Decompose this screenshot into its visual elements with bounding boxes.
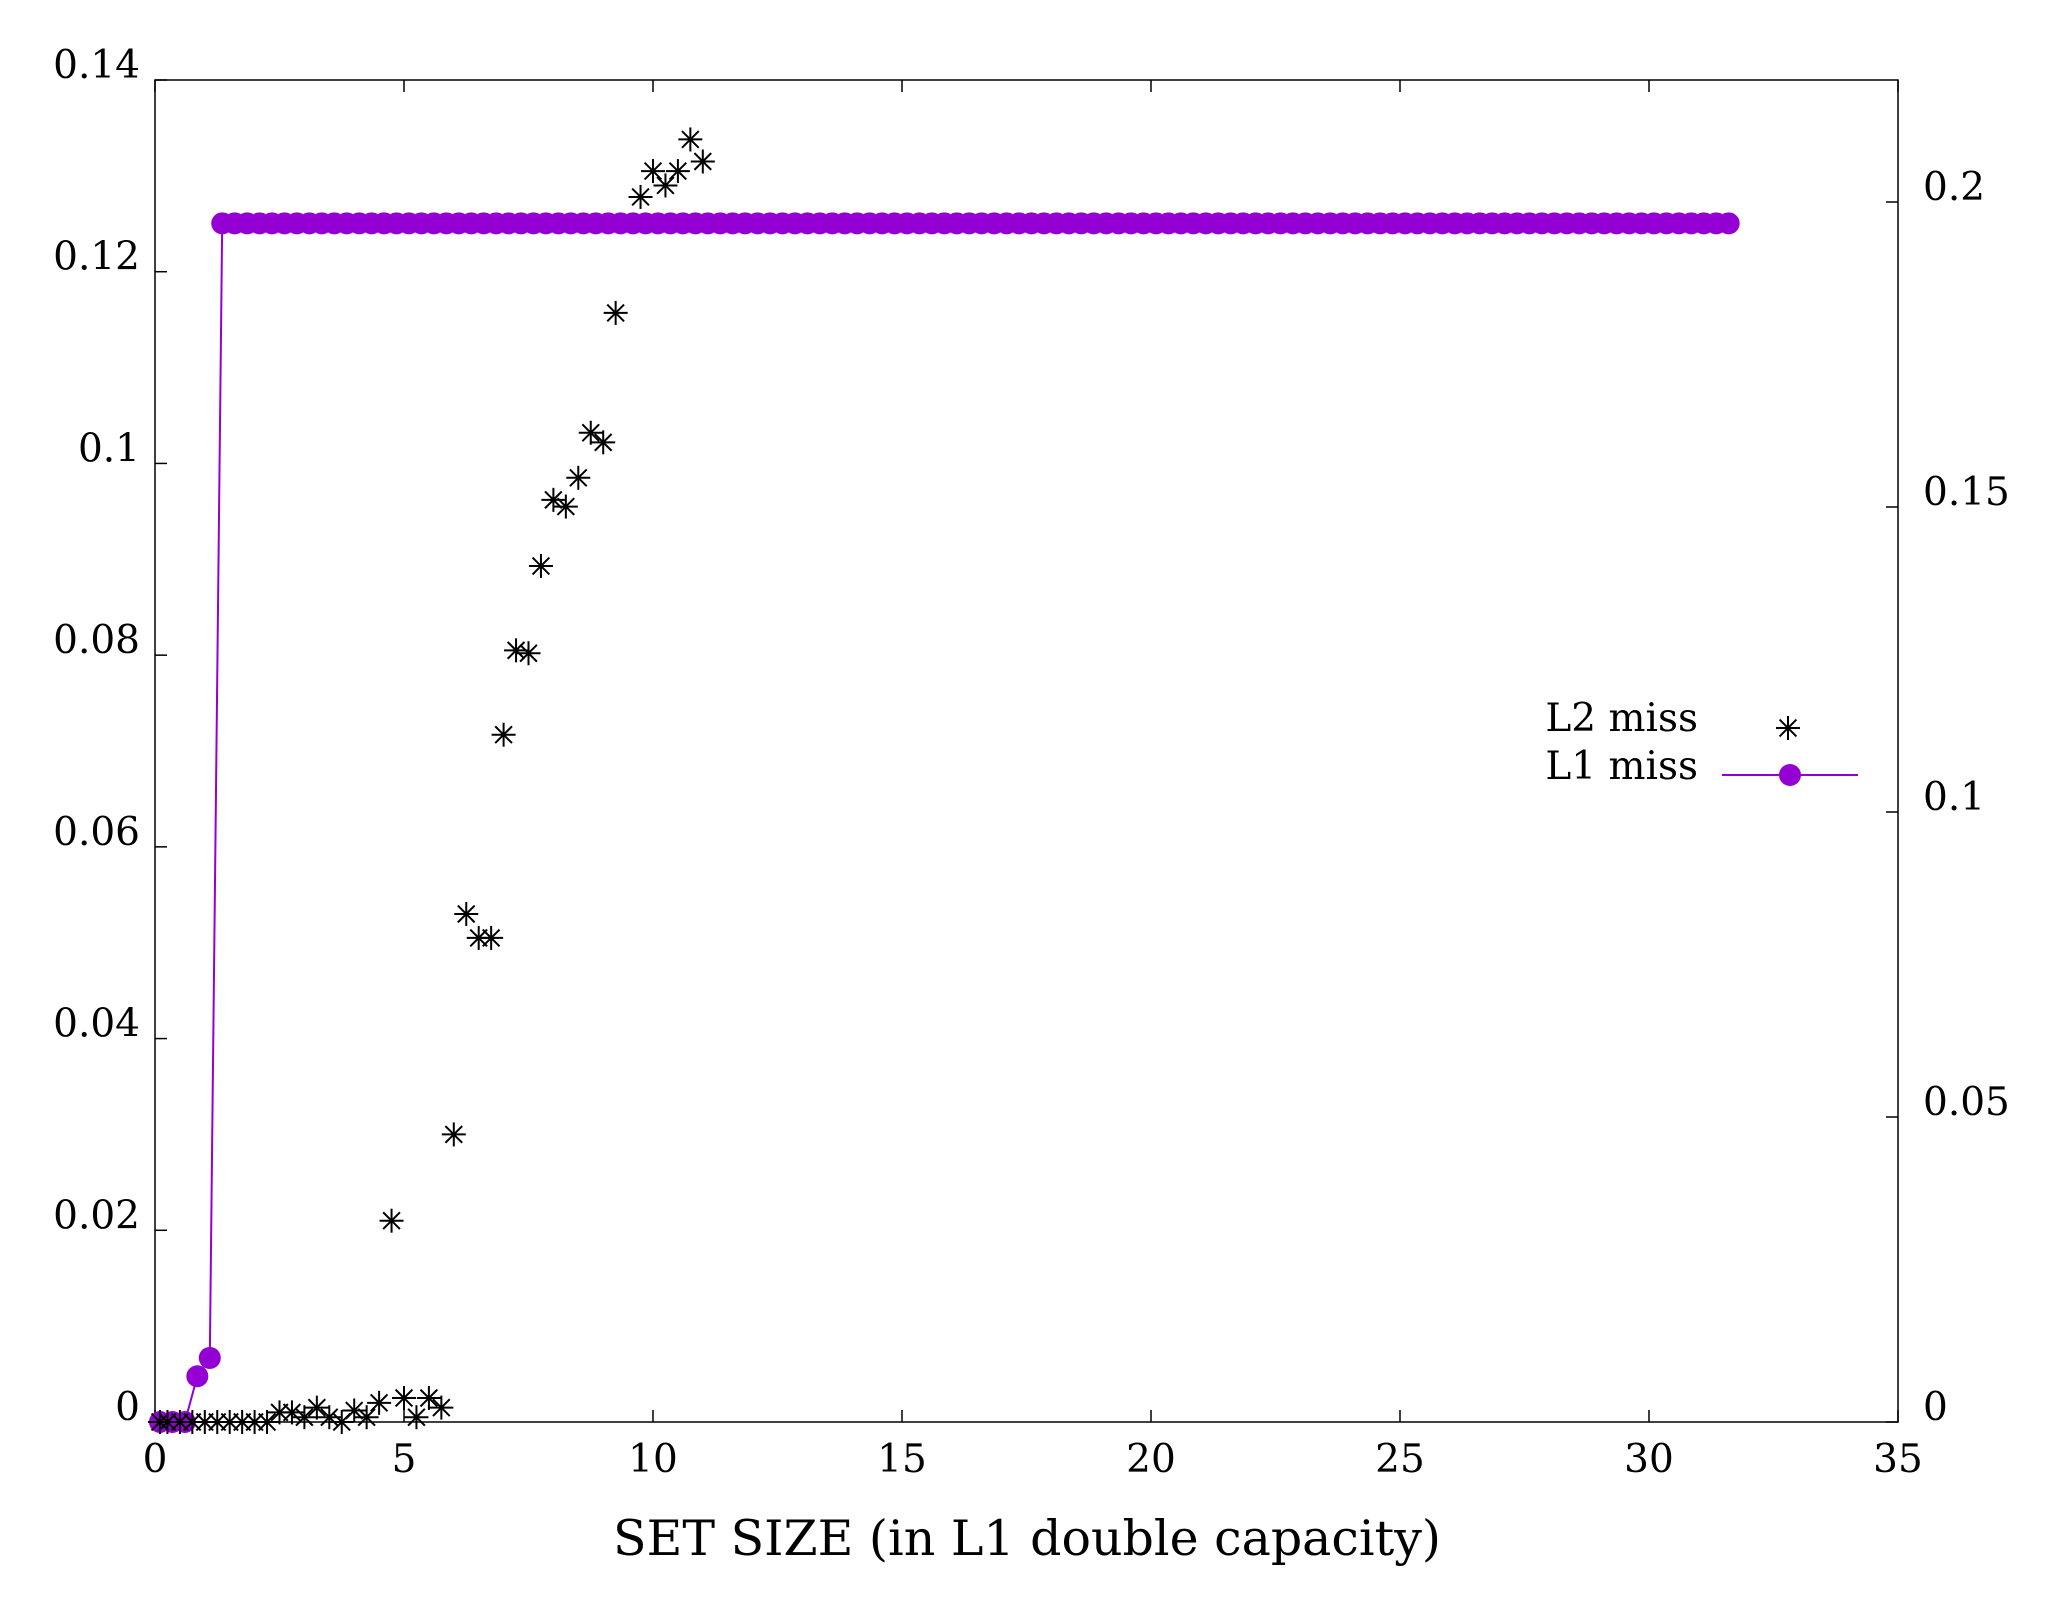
legend-marker-l2-miss — [1776, 716, 1800, 740]
y2-tick-label: 0 — [1923, 1385, 1948, 1430]
legend-label-l2-miss: L2 miss — [1545, 696, 1698, 741]
l2-miss-point — [354, 1405, 379, 1430]
x-axis-ticks: 0 5 10 15 20 25 30 35 — [143, 80, 1923, 1482]
l1-miss-line — [160, 222, 1729, 1423]
y2-tick-label: 0.15 — [1923, 470, 2010, 515]
l2-miss-point — [516, 641, 541, 666]
l2-miss-point — [578, 420, 603, 445]
l2-miss-point — [441, 1122, 466, 1147]
l1-miss-point — [1717, 212, 1740, 235]
y-tick-label: 0 — [115, 1385, 140, 1430]
l2-miss-point — [591, 430, 616, 455]
y-axis-ticks: 0 0.02 0.04 0.06 0.08 0.1 0.12 0.14 — [53, 43, 167, 1430]
y-tick-label: 0.02 — [53, 1193, 140, 1238]
l2-miss-point — [628, 184, 653, 209]
legend: L2 miss L1 miss — [1545, 696, 1858, 789]
y2-tick-label: 0.05 — [1923, 1080, 2010, 1125]
legend-l1-circle — [1779, 764, 1801, 786]
x-tick-label: 10 — [628, 1437, 678, 1482]
x-tick-label: 15 — [877, 1437, 927, 1482]
l2-miss-point — [342, 1398, 367, 1423]
legend-l2-asterisk — [1776, 716, 1800, 740]
l2-miss-point — [255, 1410, 280, 1434]
l2-miss-point — [541, 487, 566, 512]
y-tick-label: 0.04 — [53, 1002, 140, 1047]
l2-miss-point — [292, 1405, 317, 1430]
plot-border — [154, 79, 1899, 1423]
x-tick-label: 35 — [1873, 1437, 1923, 1482]
legend-marker-l1-miss — [1722, 764, 1858, 786]
y-tick-label: 0.08 — [53, 618, 140, 663]
l2-miss-point — [528, 553, 553, 578]
y-tick-label: 0.14 — [53, 43, 140, 88]
l2-miss-point — [367, 1390, 392, 1415]
series-l2-miss — [147, 127, 715, 1434]
l2-miss-point — [690, 149, 715, 174]
y2-tick-label: 0.2 — [1923, 165, 1985, 210]
l2-miss-point — [665, 159, 690, 184]
l2-miss-point — [429, 1395, 454, 1420]
x-tick-label: 5 — [392, 1437, 417, 1482]
l2-miss-point — [641, 159, 665, 184]
x-tick-label: 0 — [143, 1437, 168, 1482]
y2-tick-label: 0.1 — [1923, 775, 1985, 820]
l2-miss-point — [678, 127, 703, 152]
x-tick-label: 25 — [1375, 1437, 1425, 1482]
l2-miss-point — [454, 901, 479, 926]
legend-label-l1-miss: L1 miss — [1545, 744, 1698, 789]
l1-miss-point — [186, 1365, 209, 1388]
l2-miss-point — [553, 494, 578, 519]
l2-miss-point — [504, 638, 529, 663]
l2-miss-point — [392, 1386, 416, 1411]
plot-frame — [154, 79, 1899, 1423]
x-tick-label: 20 — [1126, 1437, 1176, 1482]
l2-miss-point — [416, 1386, 441, 1411]
l2-miss-point — [479, 925, 504, 950]
y-tick-label: 0.12 — [53, 235, 140, 280]
l2-miss-point — [379, 1208, 404, 1233]
x-tick-label: 30 — [1624, 1437, 1674, 1482]
y-tick-label: 0.1 — [78, 426, 140, 471]
y-tick-label: 0.06 — [53, 810, 140, 855]
y2-axis-ticks: 0 0.05 0.1 0.15 0.2 — [1886, 165, 2010, 1430]
l2-miss-point — [566, 465, 591, 490]
l2-miss-point — [603, 300, 628, 325]
series-l1-miss — [148, 212, 1740, 1433]
x-axis-title: SET SIZE (in L1 double capacity) — [613, 1510, 1441, 1567]
l2-miss-point — [653, 173, 678, 198]
l2-miss-point — [404, 1405, 429, 1430]
l1-miss-point — [198, 1346, 221, 1369]
l2-miss-point — [304, 1395, 329, 1420]
l2-miss-point — [491, 722, 516, 747]
